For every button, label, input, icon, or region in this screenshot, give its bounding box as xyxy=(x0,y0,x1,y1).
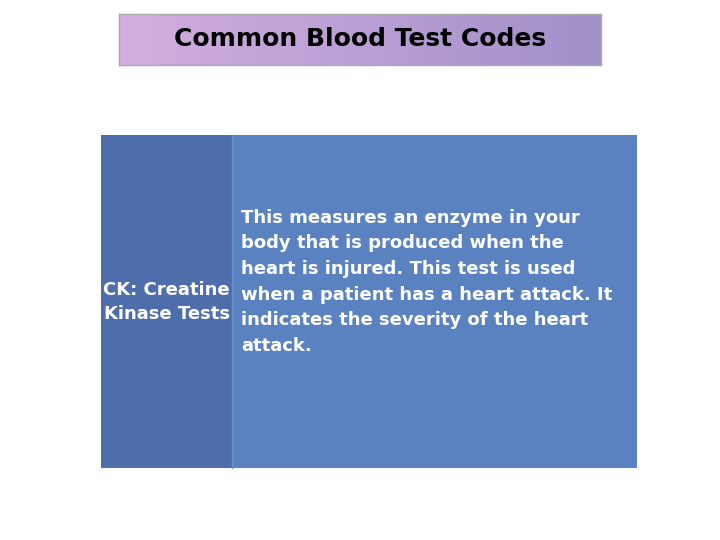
Text: This measures an enzyme in your
body that is produced when the
heart is injured.: This measures an enzyme in your body tha… xyxy=(240,208,612,355)
Text: Common Blood Test Codes: Common Blood Test Codes xyxy=(174,27,546,51)
FancyBboxPatch shape xyxy=(101,136,233,468)
Text: CK: Creatine
Kinase Tests: CK: Creatine Kinase Tests xyxy=(104,281,230,322)
FancyBboxPatch shape xyxy=(233,136,637,468)
FancyBboxPatch shape xyxy=(101,136,637,468)
